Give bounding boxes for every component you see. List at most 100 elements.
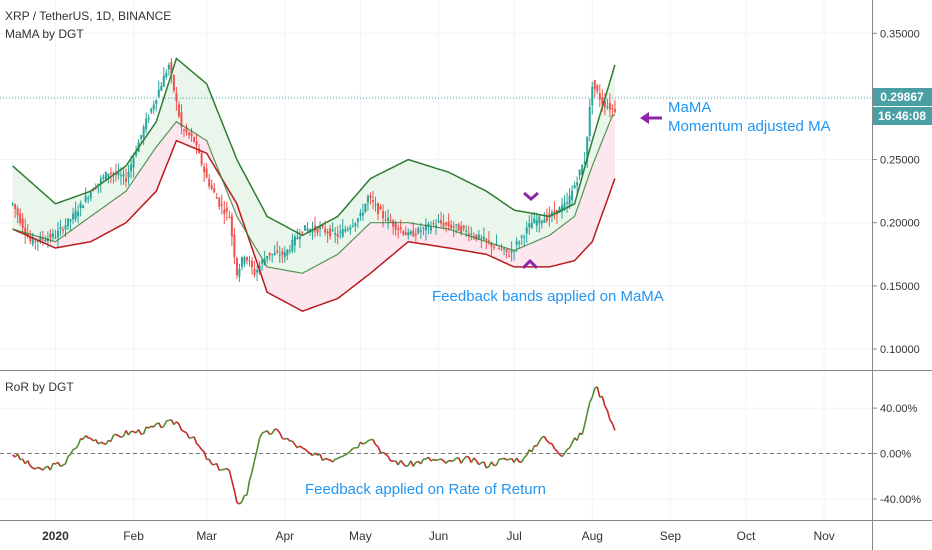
ror-segment [543, 435, 548, 442]
candle-body [606, 106, 609, 108]
ror-segment [463, 455, 467, 460]
ror-segment [196, 442, 200, 447]
ror-segment [309, 452, 314, 457]
ror-segment [526, 449, 530, 456]
candle-body [132, 157, 135, 168]
ror-segment [339, 455, 344, 458]
y-tick-label: 0.35000 [880, 28, 920, 40]
x-tick-label: Apr [275, 529, 294, 543]
indicator-title-mama[interactable]: MaMA by DGT [5, 27, 84, 41]
ror-segment [219, 468, 222, 472]
ror-segment [493, 464, 497, 467]
ror-segment [256, 438, 261, 451]
ror-segment [215, 463, 221, 471]
symbol-title[interactable]: XRP / TetherUS, 1D, BINANCE [5, 9, 171, 23]
candle-body [152, 104, 155, 110]
ror-segment [344, 452, 349, 456]
y-tick-label: 0.10000 [880, 344, 920, 356]
candle-body [354, 223, 357, 226]
candle-body [578, 169, 581, 176]
x-tick-label: 2020 [42, 529, 69, 543]
ror-segment [175, 421, 180, 425]
candle-body [485, 238, 488, 241]
candle-body [576, 182, 579, 186]
ror-y-tick-label: 40.00% [880, 403, 918, 415]
lower-band-fill [12, 115, 615, 312]
ror-segment [402, 463, 407, 467]
candle-body [238, 268, 241, 277]
candle-body [523, 236, 526, 238]
candle-body [218, 197, 221, 207]
candle-body [298, 236, 301, 240]
candle-body [397, 228, 400, 230]
ror-segment [314, 452, 319, 456]
candle-body [220, 204, 223, 206]
candle-body [369, 195, 372, 198]
candle-body [402, 231, 405, 235]
ror-segment [276, 429, 281, 434]
ror-segment [203, 451, 208, 460]
ror-segment [60, 464, 64, 468]
ror-segment [400, 459, 404, 465]
ror-segment [90, 437, 94, 442]
candle-body [155, 100, 158, 105]
ror-segment [26, 460, 31, 467]
candle-body [455, 224, 458, 226]
candle-body [64, 225, 67, 230]
indicator-title-ror[interactable]: RoR by DGT [5, 380, 74, 394]
candle-body [382, 211, 385, 219]
candle-body [36, 240, 39, 242]
ror-segment [583, 413, 588, 425]
candle-body [74, 210, 77, 220]
candle-body [79, 202, 82, 208]
ror-segment [563, 449, 568, 455]
candle-body [145, 118, 148, 130]
ror-segment [57, 461, 62, 467]
candle-body [505, 249, 508, 253]
candle-body [407, 231, 410, 236]
x-tick-label: May [349, 529, 372, 543]
candle-body [261, 260, 264, 264]
ror-segment [324, 457, 328, 460]
candle-body [392, 220, 395, 227]
ror-segment [137, 429, 142, 435]
candle-body [427, 223, 430, 227]
ror-segment [122, 430, 127, 437]
x-tick-label: Aug [582, 529, 603, 543]
ror-segment [556, 450, 561, 455]
candle-body [271, 253, 274, 255]
candle-body [608, 102, 611, 110]
candle-body [419, 230, 422, 232]
ror-segment [236, 501, 240, 505]
candle-body [480, 237, 483, 239]
candle-body [598, 93, 601, 100]
ror-segment [279, 432, 283, 439]
candle-body [39, 236, 42, 242]
candle-body [203, 166, 206, 173]
candle-body [82, 205, 85, 209]
candle-body [498, 247, 501, 249]
ror-segment [211, 463, 215, 466]
ror-segment [470, 457, 475, 464]
candle-body [281, 251, 284, 255]
ror-segment [153, 423, 157, 428]
ror-segment [291, 440, 296, 445]
candle-body [172, 75, 175, 91]
candle-body [500, 248, 503, 250]
ror-segment [415, 460, 419, 464]
ror-segment [604, 405, 609, 411]
candle-body [573, 185, 576, 189]
ror-segment [515, 457, 520, 463]
ror-segment [113, 433, 117, 436]
candle-body [535, 220, 538, 226]
y-tick-label: 0.20000 [880, 218, 920, 230]
candle-body [54, 237, 57, 239]
x-tick-label: Oct [737, 529, 756, 543]
candle-body [432, 223, 435, 225]
ror-segment [248, 471, 253, 481]
candle-body [553, 210, 556, 214]
band-line-layer [12, 57, 616, 313]
candle-body [195, 141, 198, 146]
ror-segment [92, 438, 97, 442]
candle-body [349, 227, 352, 230]
